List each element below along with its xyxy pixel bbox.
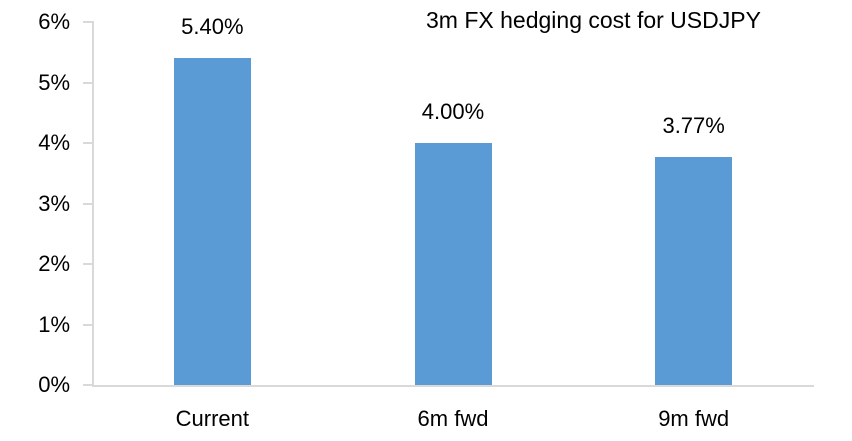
y-axis-line (92, 21, 94, 387)
y-tick-label: 3% (38, 190, 70, 216)
y-tick-mark (83, 81, 92, 84)
x-category-label: Current (175, 406, 249, 431)
y-tick-mark (83, 263, 92, 265)
y-tick-mark (83, 21, 92, 23)
y-tick-label: 6% (38, 9, 70, 34)
chart-title: 3m FX hedging cost for USDJPY (426, 7, 761, 33)
y-tick-mark (83, 323, 92, 326)
y-tick-label: 2% (38, 251, 70, 276)
bar-6m-fwd (414, 143, 492, 385)
bar-current (173, 58, 251, 385)
y-tick-label: 5% (38, 69, 70, 95)
y-tick-mark (83, 202, 92, 205)
bar-value-label: 3.77% (662, 112, 725, 138)
y-tick-mark (83, 142, 92, 144)
y-tick-label: 1% (38, 311, 70, 337)
x-axis-line (92, 385, 814, 387)
y-tick-label: 0% (38, 372, 70, 397)
x-category-label: 6m fwd (417, 406, 489, 431)
y-tick-mark (83, 384, 92, 386)
bar-value-label: 5.40% (181, 14, 244, 40)
bar-value-label: 4.00% (421, 99, 485, 124)
y-tick-label: 4% (38, 130, 70, 155)
bar-9m-fwd (655, 156, 733, 385)
x-category-label: 9m fwd (658, 406, 730, 431)
